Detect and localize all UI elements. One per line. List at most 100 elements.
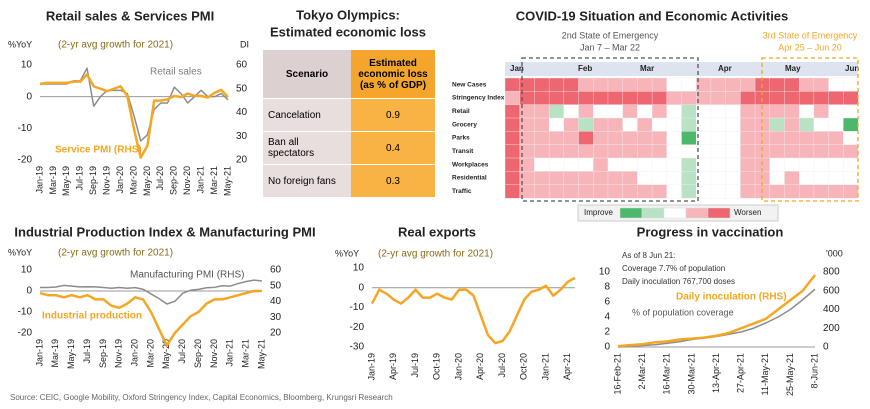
heat-cell	[504, 157, 521, 172]
heat-cell	[681, 117, 697, 132]
legend-swatch	[641, 207, 665, 219]
heat-cell	[813, 171, 830, 186]
x-tick-label: Oct-20	[519, 353, 529, 380]
header-cell: Scenario	[263, 50, 351, 99]
heat-cell	[798, 157, 815, 172]
heat-cell	[563, 104, 580, 119]
heat-cell	[607, 104, 624, 119]
heat-cell	[666, 157, 683, 172]
x-tick-label: Mar-21	[241, 339, 251, 368]
x-tick-label: Jan-21	[540, 353, 550, 381]
month-band	[505, 62, 858, 76]
heat-cell	[607, 157, 624, 172]
heat-cell	[681, 171, 697, 186]
y-axis-label: %YoY	[335, 248, 359, 258]
heat-cell	[504, 91, 521, 106]
heat-cell	[710, 157, 727, 172]
heat-cell	[813, 77, 830, 92]
x-tick-label: May-19	[61, 166, 71, 196]
y2-tick-label: 20	[270, 328, 282, 339]
y2-axis-label: DI	[240, 39, 249, 49]
heat-cell	[563, 91, 580, 106]
y2-tick-label: 0	[823, 342, 829, 353]
y-axis-label: %YoY	[8, 247, 32, 257]
heat-cell	[681, 157, 697, 172]
heat-cell	[843, 77, 859, 92]
month-label: Jun	[845, 64, 859, 73]
month-label: May	[785, 64, 801, 73]
heat-cell	[828, 144, 844, 159]
heat-cell	[740, 131, 756, 146]
heat-cell	[534, 117, 550, 132]
y2-tick-label: 30	[270, 312, 282, 323]
row-label: Stringency Index	[452, 95, 505, 102]
heat-cell	[504, 131, 521, 146]
series-line	[617, 274, 816, 348]
y-tick-label: 8	[604, 282, 610, 293]
heat-cell	[666, 171, 683, 186]
heat-cell	[534, 171, 550, 186]
heat-cell	[828, 91, 844, 106]
heat-cell	[563, 77, 580, 92]
x-tick-label: Jul-20	[155, 166, 165, 191]
heat-cell	[651, 184, 668, 199]
row-label: New Cases	[452, 81, 487, 88]
heat-cell	[843, 157, 859, 172]
heat-cell	[813, 104, 830, 119]
heat-cell	[813, 184, 830, 199]
annotation: 3rd State of Emergency	[763, 30, 858, 40]
x-tick-label: May-21	[256, 339, 266, 369]
x-tick-label: 25-May-21	[785, 353, 795, 396]
heat-cell	[740, 104, 756, 119]
y-tick-label: 10	[21, 265, 33, 276]
x-tick-label: May-21	[222, 166, 232, 196]
x-tick-label: Nov-19	[114, 339, 124, 368]
heat-cell	[725, 77, 741, 92]
legend-swatch	[619, 207, 643, 219]
chart-title: COVID-19 Situation and Economic Activiti…	[516, 8, 789, 23]
heat-cell	[710, 91, 727, 106]
heat-cell	[784, 184, 800, 199]
table-title: Tokyo Olympics:	[296, 7, 400, 22]
heat-cell	[593, 77, 609, 92]
annotation: Industrial production	[42, 311, 142, 322]
heat-cell	[563, 144, 580, 159]
heat-cell	[813, 117, 830, 132]
heat-cell	[769, 104, 785, 119]
series-line	[370, 276, 576, 345]
row-label: Parks	[452, 135, 470, 142]
x-tick-label: 16-Feb-21	[612, 353, 622, 395]
heat-cell	[710, 77, 727, 92]
heat-cell	[798, 104, 815, 119]
x-tick-label: Jan-20	[115, 166, 125, 194]
heat-cell	[593, 184, 609, 199]
heat-cell	[578, 117, 594, 132]
heat-cell	[622, 171, 638, 186]
heat-cell	[769, 131, 785, 146]
heat-cell	[504, 104, 521, 119]
heat-cell	[740, 91, 756, 106]
heat-cell	[725, 91, 741, 106]
heat-cell	[666, 184, 683, 199]
month-label: Mar	[640, 64, 654, 73]
y2-tick-label: 200	[823, 323, 840, 334]
heat-cell	[548, 157, 565, 172]
y-tick-label: -10	[18, 307, 33, 318]
heat-cell	[578, 131, 594, 146]
heat-cell	[622, 117, 638, 132]
heat-cell	[843, 91, 859, 106]
y2-tick-label: 40	[270, 296, 282, 307]
annotation: Manufacturing PMI (RHS)	[130, 270, 244, 281]
y-tick-label: -20	[18, 155, 33, 166]
heat-cell	[637, 104, 653, 119]
table-row: Cancelation 0.9	[263, 98, 435, 132]
heat-cell	[651, 171, 668, 186]
x-tick-label: Sep-19	[88, 166, 98, 195]
subtitle: (2-yr avg growth for 2021)	[58, 248, 173, 259]
heat-cell	[578, 171, 594, 186]
x-tick-label: Jul-19	[410, 353, 420, 378]
legend-swatch	[707, 207, 731, 219]
x-tick-label: Jul-19	[82, 339, 92, 364]
month-label: Feb	[578, 64, 592, 73]
annotation: As of 8 Jun 21:	[622, 251, 675, 260]
